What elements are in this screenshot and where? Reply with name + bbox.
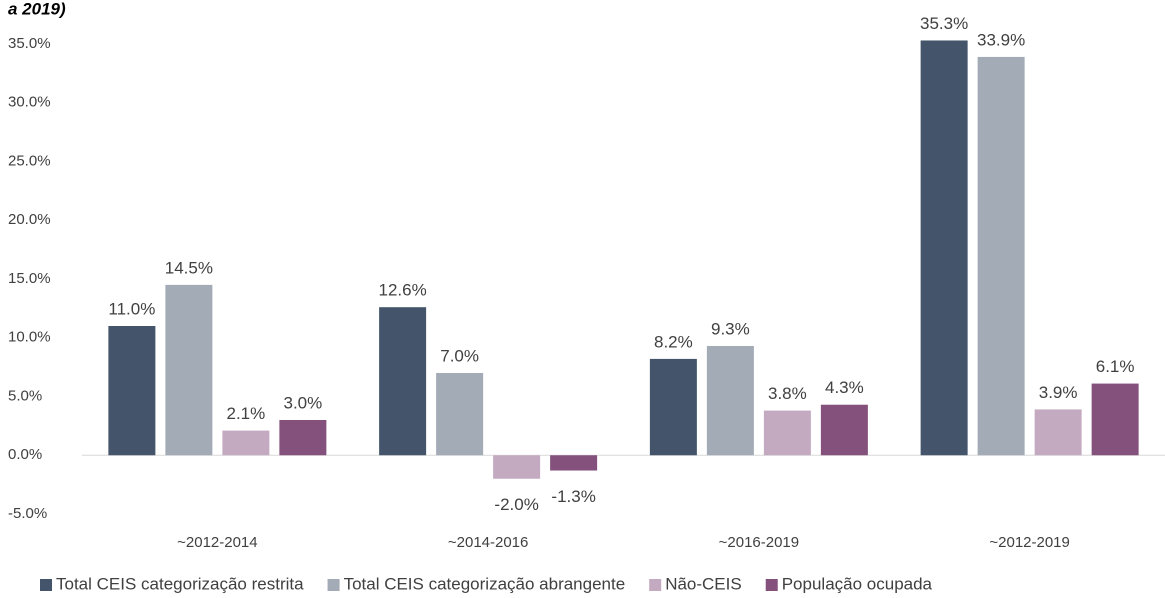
legend-swatch (327, 579, 340, 591)
data-label: 7.0% (440, 346, 479, 365)
bar (706, 345, 754, 456)
x-tick-label: ~2014-2016 (448, 534, 529, 551)
data-label: -2.0% (494, 495, 538, 514)
x-tick-label: ~2012-2014 (177, 534, 258, 551)
bar (820, 404, 868, 456)
data-label: 4.3% (825, 378, 864, 397)
bar (1034, 409, 1082, 456)
legend-label: Total CEIS categorização abrangente (344, 574, 626, 593)
data-label: 35.3% (920, 14, 968, 33)
legend-swatch (40, 579, 52, 591)
bar (977, 56, 1025, 456)
bar (649, 358, 697, 456)
y-tick-label: 25.0% (8, 152, 51, 169)
data-label: 3.9% (1039, 383, 1078, 402)
bar (222, 430, 270, 456)
legend-swatch (765, 579, 778, 591)
data-label: 2.1% (227, 404, 266, 423)
data-label: 12.6% (379, 281, 427, 300)
data-label: 9.3% (711, 319, 750, 338)
legend-swatch (649, 579, 662, 591)
bar (165, 284, 213, 456)
x-tick-label: ~2016-2019 (719, 534, 800, 551)
chart-title: a 2019) (8, 0, 66, 18)
y-tick-label: 20.0% (8, 211, 51, 228)
y-tick-label: 10.0% (8, 329, 51, 346)
x-tick-label: ~2012-2019 (989, 534, 1070, 551)
y-tick-label: 0.0% (8, 446, 42, 463)
bar (379, 307, 427, 456)
data-label: 8.2% (654, 332, 693, 351)
y-tick-label: 5.0% (8, 387, 42, 404)
data-label: 14.5% (165, 258, 213, 277)
data-label: 3.0% (284, 393, 323, 412)
bar (1091, 383, 1139, 456)
bar (279, 420, 327, 456)
y-tick-label: 35.0% (8, 35, 51, 52)
legend-label: Não-CEIS (665, 574, 742, 593)
y-tick-label: 30.0% (8, 94, 51, 111)
y-tick-label: -5.0% (8, 505, 47, 522)
bar (436, 373, 484, 456)
bar (550, 455, 598, 471)
legend-label: Total CEIS categorização restrita (56, 574, 304, 593)
data-label: 3.8% (768, 384, 807, 403)
data-label: 33.9% (977, 30, 1025, 49)
legend-label: População ocupada (782, 574, 933, 593)
bar (763, 410, 811, 456)
bar (108, 326, 156, 456)
bar (493, 455, 541, 479)
bar (920, 40, 968, 456)
data-label: 6.1% (1096, 357, 1135, 376)
data-label: -1.3% (551, 487, 595, 506)
y-tick-label: 15.0% (8, 270, 51, 287)
data-label: 11.0% (108, 299, 155, 318)
